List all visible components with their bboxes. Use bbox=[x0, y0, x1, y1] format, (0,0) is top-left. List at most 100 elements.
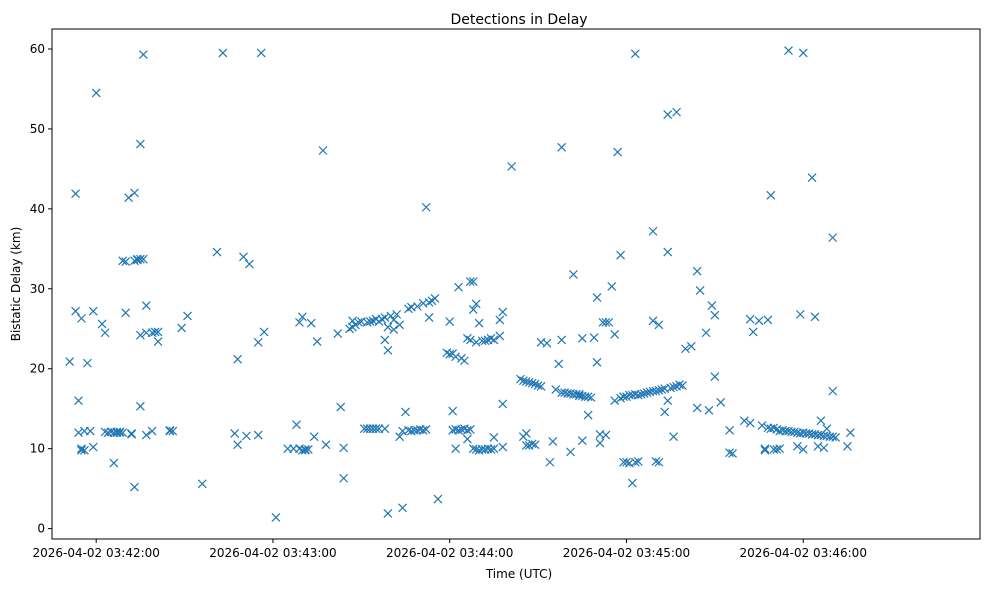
data-point bbox=[468, 444, 478, 454]
data-point bbox=[345, 324, 354, 334]
data-point bbox=[630, 457, 640, 467]
data-point bbox=[745, 314, 755, 324]
data-point bbox=[138, 254, 148, 264]
data-point bbox=[65, 357, 75, 366]
y-tick-label: 30 bbox=[30, 282, 45, 296]
data-point bbox=[536, 381, 546, 391]
data-point bbox=[548, 437, 558, 446]
y-tick-label: 20 bbox=[30, 362, 45, 376]
data-point bbox=[792, 441, 802, 451]
data-point bbox=[430, 293, 440, 303]
data-point bbox=[292, 420, 301, 430]
data-point bbox=[795, 309, 805, 319]
data-point bbox=[651, 386, 661, 396]
data-point bbox=[704, 405, 714, 415]
data-point bbox=[601, 430, 611, 440]
data-point bbox=[489, 444, 499, 454]
data-point bbox=[554, 359, 564, 369]
data-point bbox=[297, 312, 307, 322]
data-point bbox=[380, 313, 390, 322]
data-point bbox=[577, 333, 587, 343]
x-tick-label: 2026-04-02 03:46:00 bbox=[740, 546, 867, 560]
y-tick-label: 60 bbox=[30, 42, 45, 56]
data-point bbox=[495, 331, 505, 341]
data-point bbox=[295, 317, 304, 327]
data-point bbox=[639, 389, 649, 398]
data-point bbox=[789, 427, 799, 437]
data-point bbox=[253, 337, 263, 347]
data-point bbox=[77, 313, 86, 323]
data-point bbox=[518, 376, 528, 386]
data-point bbox=[828, 233, 838, 243]
data-point bbox=[115, 427, 125, 437]
data-point bbox=[303, 445, 313, 454]
data-point bbox=[465, 335, 475, 345]
data-point bbox=[686, 341, 696, 351]
data-points bbox=[65, 46, 855, 522]
data-point bbox=[454, 425, 463, 435]
data-point bbox=[828, 432, 838, 442]
data-point bbox=[831, 433, 841, 442]
data-point bbox=[845, 428, 855, 438]
data-point bbox=[445, 349, 455, 359]
data-point bbox=[421, 202, 431, 212]
data-point bbox=[745, 418, 755, 428]
data-point bbox=[566, 447, 575, 457]
data-point bbox=[527, 439, 537, 449]
data-point bbox=[300, 445, 310, 455]
data-point bbox=[636, 389, 646, 399]
y-axis: 0 10 20 30 40 50 60 bbox=[30, 42, 52, 536]
data-point bbox=[465, 425, 475, 434]
data-point bbox=[135, 254, 145, 264]
data-point bbox=[569, 269, 578, 279]
data-point bbox=[754, 316, 764, 326]
data-point bbox=[333, 329, 343, 338]
data-point bbox=[613, 147, 623, 157]
x-axis: 2026-04-02 03:42:00 2026-04-02 03:43:00 20… bbox=[32, 539, 867, 560]
data-point bbox=[127, 429, 136, 438]
data-point bbox=[312, 337, 322, 346]
data-point bbox=[616, 250, 626, 260]
data-point bbox=[462, 333, 472, 343]
data-point bbox=[395, 320, 405, 330]
data-point bbox=[521, 429, 531, 438]
data-point bbox=[74, 396, 83, 406]
data-point bbox=[604, 317, 614, 327]
data-point bbox=[135, 330, 145, 340]
data-point bbox=[471, 299, 481, 309]
data-point bbox=[168, 426, 178, 436]
data-point bbox=[424, 297, 434, 307]
data-point bbox=[678, 381, 687, 390]
data-point bbox=[239, 252, 248, 262]
data-point bbox=[392, 309, 402, 319]
data-point bbox=[633, 457, 643, 466]
data-point bbox=[100, 328, 110, 338]
data-point bbox=[542, 338, 552, 348]
data-point bbox=[663, 396, 673, 406]
data-point bbox=[757, 421, 767, 430]
data-point bbox=[421, 425, 431, 434]
data-point bbox=[648, 316, 658, 326]
data-point bbox=[669, 382, 679, 392]
y-axis-title: Bistatic Delay (km) bbox=[9, 227, 23, 342]
plot-frame bbox=[51, 28, 981, 540]
x-axis-title: Time (UTC) bbox=[485, 567, 552, 581]
data-point bbox=[486, 445, 496, 454]
data-point bbox=[669, 432, 679, 442]
data-point bbox=[153, 327, 163, 337]
data-point bbox=[177, 323, 187, 333]
data-point bbox=[348, 316, 357, 326]
data-point bbox=[810, 312, 820, 322]
data-point bbox=[545, 457, 555, 467]
data-point bbox=[601, 317, 611, 327]
data-point bbox=[557, 142, 567, 152]
data-point bbox=[701, 328, 711, 338]
data-point bbox=[521, 377, 531, 386]
y-tick-label: 10 bbox=[30, 442, 45, 456]
data-point bbox=[383, 345, 393, 355]
data-point bbox=[82, 358, 92, 368]
data-point bbox=[74, 428, 83, 438]
data-point bbox=[135, 401, 145, 411]
data-point bbox=[507, 162, 517, 171]
